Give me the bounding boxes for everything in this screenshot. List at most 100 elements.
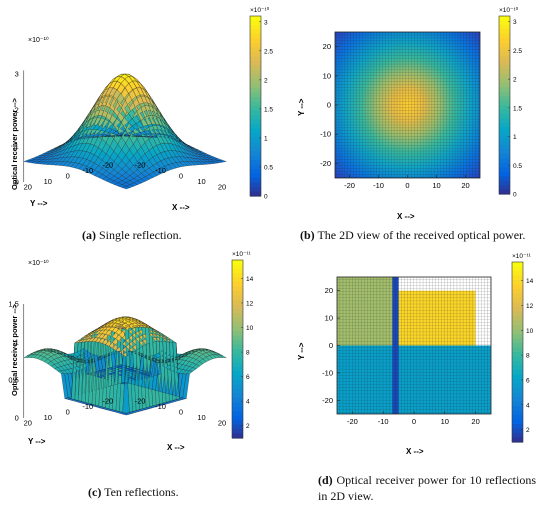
x-tick-label: 10 bbox=[432, 181, 440, 190]
colorbar-band bbox=[232, 317, 243, 323]
colorbar-band bbox=[250, 101, 261, 107]
colorbar-tick-label: 1.5 bbox=[513, 105, 522, 112]
colorbar-tick-label: 2 bbox=[264, 77, 268, 84]
colorbar-band bbox=[250, 142, 261, 148]
colorbar-band bbox=[512, 365, 523, 371]
colorbar-tick-label: 4 bbox=[246, 399, 250, 406]
chart-a-ylabel: Y --> bbox=[30, 199, 48, 208]
colorbar: 2 4 6 8 10 12 14 ×10⁻¹¹ bbox=[511, 253, 534, 443]
colorbar-band bbox=[232, 273, 243, 279]
colorbar-band bbox=[512, 401, 523, 407]
colorbar-band bbox=[499, 158, 510, 164]
colorbar-band bbox=[232, 375, 243, 381]
colorbar-band bbox=[499, 185, 510, 191]
colorbar-band bbox=[232, 424, 243, 430]
colorbar-band bbox=[499, 131, 510, 137]
colorbar-tick-label: 2 bbox=[513, 77, 517, 84]
colorbar-band bbox=[250, 119, 261, 125]
colorbar-band bbox=[512, 379, 523, 385]
colorbar-band bbox=[512, 383, 523, 389]
y-tick-label: 20 bbox=[24, 182, 32, 191]
colorbar-tick-label: 10 bbox=[246, 325, 254, 332]
surface-mesh bbox=[23, 73, 227, 190]
heatmap-mesh bbox=[337, 277, 491, 414]
axes: -20 -10 0 10 20 20 10 0 -10 -20 bbox=[322, 276, 492, 426]
colorbar-band bbox=[232, 335, 243, 341]
colorbar-band bbox=[499, 162, 510, 168]
colorbar-band bbox=[232, 433, 243, 439]
colorbar-band bbox=[512, 347, 523, 353]
colorbar-band bbox=[499, 24, 510, 30]
colorbar-exponent: ×10⁻¹¹ bbox=[232, 251, 252, 258]
colorbar-band bbox=[512, 325, 523, 331]
colorbar-band bbox=[499, 16, 510, 22]
colorbar-band bbox=[250, 133, 261, 139]
colorbar-tick-label: 6 bbox=[246, 374, 250, 381]
colorbar-band bbox=[512, 433, 523, 439]
colorbar-band bbox=[250, 182, 261, 188]
x-tick-label: 20 bbox=[461, 181, 469, 190]
caption-d: (d) Optical receiver power for 10 reflec… bbox=[318, 472, 536, 504]
caption-c: (c) Ten reflections. bbox=[88, 484, 179, 500]
colorbar-band bbox=[250, 164, 261, 170]
chart-b-xlabel: X --> bbox=[397, 212, 415, 221]
colorbar-band bbox=[512, 316, 523, 322]
colorbar-band bbox=[512, 374, 523, 380]
y-tick-label: 0 bbox=[327, 101, 331, 110]
colorbar-band bbox=[499, 122, 510, 128]
colorbar-band bbox=[499, 136, 510, 142]
x-tick-label: 20 bbox=[218, 418, 226, 427]
colorbar-tick-label: 0.5 bbox=[513, 163, 522, 170]
y-tick-label: 20 bbox=[325, 286, 333, 295]
colorbar-band bbox=[499, 73, 510, 79]
colorbar-band bbox=[232, 304, 243, 310]
colorbar-band bbox=[499, 113, 510, 119]
chart-a-xlabel: X --> bbox=[172, 203, 190, 212]
colorbar-band bbox=[499, 42, 510, 48]
colorbar-band bbox=[250, 178, 261, 184]
colorbar-band bbox=[499, 64, 510, 70]
y-tick-label: -10 bbox=[320, 130, 331, 139]
colorbar-tick-label: 8 bbox=[246, 350, 250, 357]
colorbar-band bbox=[512, 302, 523, 308]
y-tick-label: 0 bbox=[329, 341, 333, 350]
colorbar-band bbox=[512, 311, 523, 317]
colorbar-band bbox=[250, 56, 261, 62]
x-tick-label: 20 bbox=[471, 417, 479, 426]
colorbar-band bbox=[512, 307, 523, 313]
colorbar-band bbox=[250, 151, 261, 157]
colorbar-band bbox=[250, 52, 261, 58]
y-tick-label: 0 bbox=[66, 407, 70, 416]
colorbar-band bbox=[232, 415, 243, 421]
y-tick-label: 10 bbox=[44, 413, 52, 422]
z-tick-label: 1 bbox=[15, 142, 19, 151]
y-ticks: 20 10 0 -10 -20 bbox=[24, 396, 114, 427]
colorbar-band bbox=[512, 437, 523, 443]
y-tick-label: 20 bbox=[323, 42, 331, 51]
caption-a-tag: (a) bbox=[82, 228, 96, 242]
colorbar-band bbox=[232, 406, 243, 412]
colorbar-band bbox=[232, 322, 243, 328]
colorbar-band bbox=[250, 43, 261, 49]
colorbar-band bbox=[512, 415, 523, 421]
colorbar-frame bbox=[498, 15, 511, 195]
surface-patch bbox=[219, 354, 227, 359]
colorbar-band bbox=[499, 56, 510, 62]
colorbar-band bbox=[512, 392, 523, 398]
caption-d-text: Optical receiver power for 10 reflection… bbox=[318, 473, 536, 503]
colorbar-band bbox=[250, 146, 261, 152]
colorbar-band bbox=[250, 70, 261, 76]
caption-b-text: The 2D view of the received optical powe… bbox=[314, 228, 526, 242]
surface-mesh bbox=[23, 316, 227, 416]
colorbar-band bbox=[512, 329, 523, 335]
colorbar-tick-label: 14 bbox=[526, 278, 534, 285]
x-tick-label: -20 bbox=[135, 160, 146, 169]
y-tick-label: -20 bbox=[102, 160, 113, 169]
colorbar-exponent: ×10⁻¹⁰ bbox=[250, 6, 270, 14]
surface-patch bbox=[218, 159, 227, 163]
colorbar-band bbox=[512, 406, 523, 412]
x-ticks: -20 -10 0 10 20 bbox=[135, 160, 227, 191]
colorbar-band bbox=[499, 109, 510, 115]
caption-c-text: Ten reflections. bbox=[101, 485, 179, 499]
colorbar-band bbox=[250, 106, 261, 112]
